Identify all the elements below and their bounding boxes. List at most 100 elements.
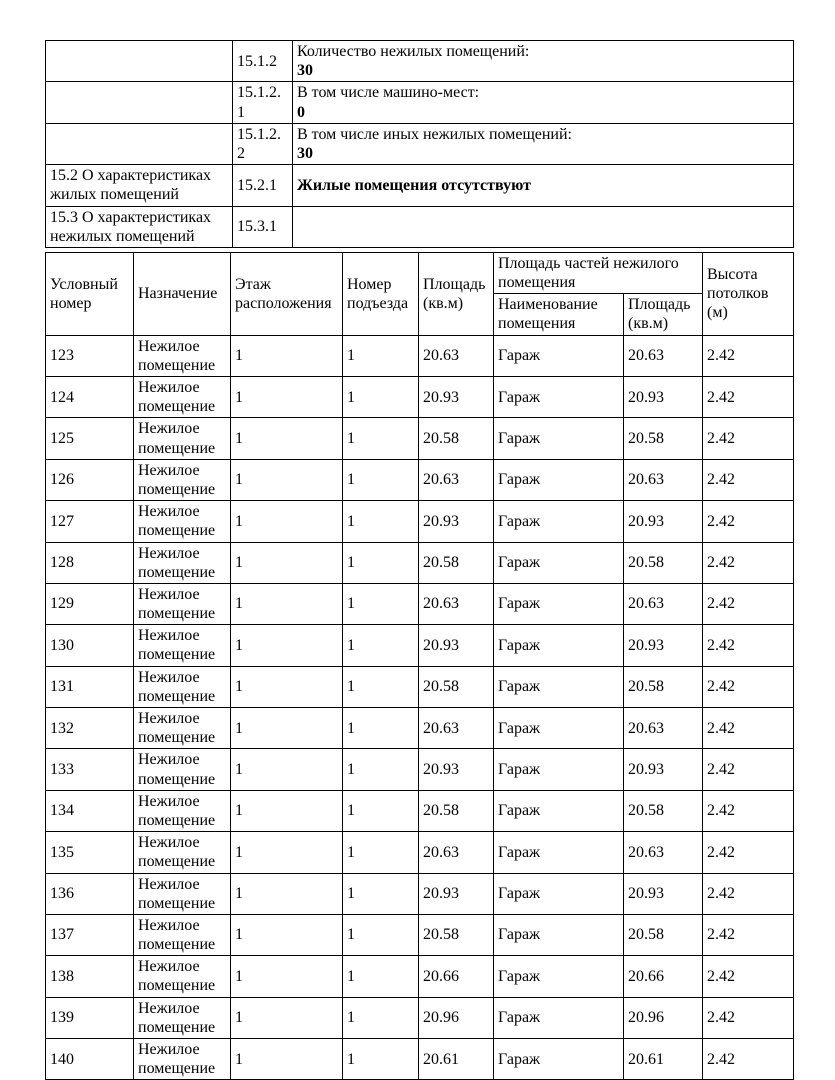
table-row: 132 Нежилое помещение 1 1 20.63 Гараж 20.63 2.4… [45, 706, 794, 750]
cell-entrance: 1 [342, 541, 419, 584]
cell-purpose: Нежилое помещение [133, 541, 231, 584]
field-label: В том числе иных нежилых помещений: [297, 125, 572, 143]
cell-area: 20.58 [418, 417, 494, 460]
header-entrance: Номер подъезда [342, 251, 419, 336]
cell-part-name: Гараж [493, 458, 624, 502]
cell-unit-number: 135 [45, 831, 134, 874]
cell-purpose: Нежилое помещение [133, 955, 231, 998]
cell-unit-number: 133 [45, 748, 134, 791]
cell-floor: 1 [230, 500, 343, 543]
cell-purpose: Нежилое помещение [133, 913, 231, 957]
cell-part-area: 20.61 [623, 1037, 703, 1080]
cell-purpose: Нежилое помещение [133, 624, 231, 667]
cell-ceiling-height: 2.42 [702, 872, 794, 915]
field-value: 30 [297, 144, 313, 162]
item-code: 15.1.2.1 [232, 81, 293, 124]
cell-floor: 1 [230, 665, 343, 709]
cell-purpose: Нежилое помещение [133, 996, 231, 1040]
cell-ceiling-height: 2.42 [702, 1037, 794, 1080]
cell-part-area: 20.63 [623, 831, 703, 874]
cell-area: 20.93 [418, 375, 494, 419]
cell-part-area: 20.58 [623, 417, 703, 460]
cell-area: 20.58 [418, 913, 494, 957]
cell-ceiling-height: 2.42 [702, 706, 794, 750]
table-row: 126 Нежилое помещение 1 1 20.63 Гараж 20.63 2.4… [45, 458, 794, 502]
cell-entrance: 1 [342, 748, 419, 791]
cell-unit-number: 132 [45, 706, 134, 750]
cell-unit-number: 128 [45, 541, 134, 584]
cell-part-name: Гараж [493, 417, 624, 460]
cell-entrance: 1 [342, 582, 419, 626]
cell-purpose: Нежилое помещение [133, 665, 231, 709]
cell-ceiling-height: 2.42 [702, 500, 794, 543]
item-content: Жилые помещения отсутствуют [292, 164, 794, 207]
cell-ceiling-height: 2.42 [702, 748, 794, 791]
cell-area: 20.58 [418, 789, 494, 833]
cell-purpose: Нежилое помещение [133, 789, 231, 833]
cell-area: 20.63 [418, 334, 494, 378]
cell-purpose: Нежилое помещение [133, 872, 231, 915]
header-floor: Этаж расположения [230, 251, 343, 336]
info-row: 15.3 О характеристиках нежилых помещений… [45, 205, 794, 248]
cell-entrance: 1 [342, 500, 419, 543]
info-row: 15.1.2 Количество нежилых помещений: 30 [45, 39, 794, 83]
header-ceiling-height: Высота потолков (м) [702, 251, 794, 336]
header-row-sub: Наименование помещения Площадь (кв.м) [46, 293, 794, 336]
cell-purpose: Нежилое помещение [133, 582, 231, 626]
section-label [45, 81, 233, 124]
item-content: Количество нежилых помещений: 30 [292, 39, 794, 83]
cell-part-area: 20.93 [623, 375, 703, 419]
cell-floor: 1 [230, 458, 343, 502]
cell-part-name: Гараж [493, 748, 624, 791]
cell-unit-number: 137 [45, 913, 134, 957]
table-row: 134 Нежилое помещение 1 1 20.58 Гараж 20.58 2.4… [45, 789, 794, 833]
cell-part-name: Гараж [493, 334, 624, 378]
header-area: Площадь (кв.м) [418, 251, 494, 336]
cell-part-area: 20.58 [623, 541, 703, 584]
table-row: 137 Нежилое помещение 1 1 20.58 Гараж 20.58 2.4… [45, 913, 794, 957]
table-row: 129 Нежилое помещение 1 1 20.63 Гараж 20.63 2.4… [45, 582, 794, 626]
cell-floor: 1 [230, 624, 343, 667]
table-row: 140 Нежилое помещение 1 1 20.61 Гараж 20.61 2.4… [45, 1037, 794, 1080]
cell-area: 20.63 [418, 831, 494, 874]
field-value: Жилые помещения отсутствуют [297, 176, 531, 194]
cell-unit-number: 131 [45, 665, 134, 709]
cell-floor: 1 [230, 417, 343, 460]
section-label: 15.3 О характеристиках нежилых помещений [45, 205, 233, 248]
cell-floor: 1 [230, 541, 343, 584]
cell-part-name: Гараж [493, 996, 624, 1040]
cell-part-name: Гараж [493, 831, 624, 874]
cell-floor: 1 [230, 955, 343, 998]
cell-ceiling-height: 2.42 [702, 458, 794, 502]
cell-area: 20.96 [418, 996, 494, 1040]
cell-part-name: Гараж [493, 541, 624, 584]
cell-entrance: 1 [342, 458, 419, 502]
cell-area: 20.66 [418, 955, 494, 998]
cell-entrance: 1 [342, 417, 419, 460]
field-label: В том числе машино-мест: [297, 84, 480, 102]
cell-ceiling-height: 2.42 [702, 624, 794, 667]
table-row: 138 Нежилое помещение 1 1 20.66 Гараж 20.66 2.4… [45, 955, 794, 998]
cell-ceiling-height: 2.42 [702, 665, 794, 709]
cell-unit-number: 124 [45, 375, 134, 419]
header-part-area: Площадь (кв.м) [623, 293, 703, 336]
cell-purpose: Нежилое помещение [133, 417, 231, 460]
cell-ceiling-height: 2.42 [702, 831, 794, 874]
cell-part-area: 20.58 [623, 913, 703, 957]
cell-purpose: Нежилое помещение [133, 334, 231, 378]
cell-part-area: 20.66 [623, 955, 703, 998]
info-row: 15.1.2.2 В том числе иных нежилых помеще… [45, 122, 794, 166]
cell-ceiling-height: 2.42 [702, 582, 794, 626]
section-label [45, 39, 233, 83]
cell-part-name: Гараж [493, 582, 624, 626]
cell-ceiling-height: 2.42 [702, 913, 794, 957]
cell-unit-number: 123 [45, 334, 134, 378]
info-row: 15.1.2.1 В том числе машино-мест: 0 [45, 81, 794, 124]
table-row: 130 Нежилое помещение 1 1 20.93 Гараж 20.93 2.4… [45, 624, 794, 667]
premises-table-header: Условный номер Назначение Этаж расположе… [45, 251, 794, 336]
table-row: 127 Нежилое помещение 1 1 20.93 Гараж 20.93 2.4… [45, 500, 794, 543]
cell-floor: 1 [230, 913, 343, 957]
cell-part-name: Гараж [493, 1037, 624, 1080]
item-code: 15.2.1 [232, 164, 293, 207]
table-row: 125 Нежилое помещение 1 1 20.58 Гараж 20.58 2.4… [45, 417, 794, 460]
